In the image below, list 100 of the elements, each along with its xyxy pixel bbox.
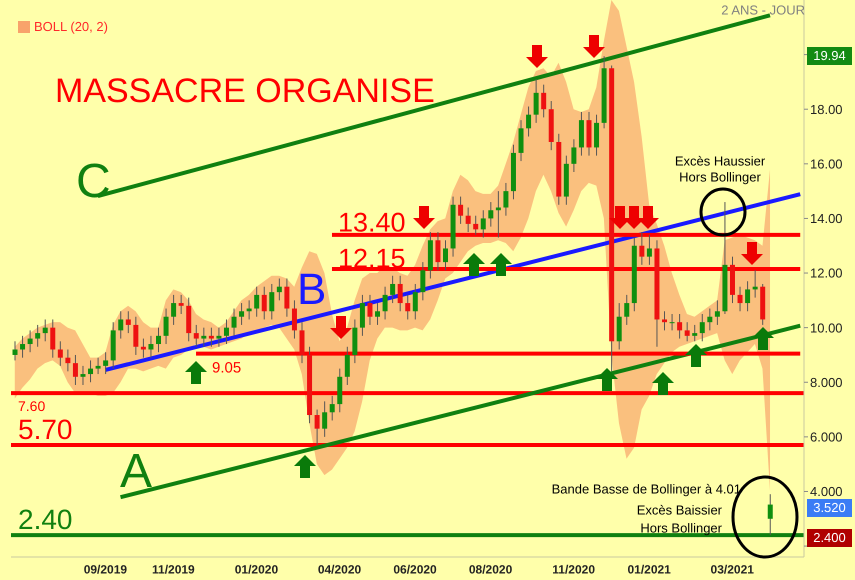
annotation: 2 ANS - JOUR xyxy=(721,2,805,18)
x-tick-label: 01/2021 xyxy=(627,562,672,577)
candlestick xyxy=(224,318,229,345)
candlestick xyxy=(420,262,426,301)
candlestick xyxy=(96,357,101,375)
candlestick xyxy=(480,210,486,238)
candlestick xyxy=(80,365,86,386)
candlestick xyxy=(473,215,478,236)
x-tick-label: 09/2019 xyxy=(84,562,128,577)
x-tick-label: 06/2020 xyxy=(393,562,438,577)
x-tick-label: 01/2020 xyxy=(234,562,278,577)
candlestick xyxy=(12,340,18,361)
x-tick-label: 04/2020 xyxy=(318,562,362,577)
candlestick xyxy=(65,348,70,372)
candlestick xyxy=(541,84,546,118)
candlestick xyxy=(707,308,712,331)
candlestick xyxy=(390,275,396,304)
candlestick xyxy=(28,330,33,353)
annotation: Excès Haussier xyxy=(674,154,766,168)
annotation: Hors Bollinger xyxy=(640,520,722,536)
candlestick xyxy=(398,275,403,312)
y-tick-label: 6.000 xyxy=(810,429,843,444)
candlestick xyxy=(35,324,40,348)
candlestick xyxy=(375,302,380,326)
candlestick xyxy=(276,278,282,301)
candlestick xyxy=(700,313,705,342)
candlestick xyxy=(254,286,260,318)
y-tick-label: 8.000 xyxy=(810,374,843,390)
annotation: Excès Baissier xyxy=(636,502,722,518)
text: 2.400 xyxy=(807,529,852,547)
candlestick xyxy=(126,310,131,334)
annotation: Hors Bollinger xyxy=(679,170,761,184)
x-tick-label: 08/2020 xyxy=(468,562,513,577)
candlestick xyxy=(344,346,350,386)
candlestick xyxy=(156,327,162,353)
candlestick xyxy=(639,232,644,266)
candlestick xyxy=(262,286,267,320)
candlestick xyxy=(201,327,206,348)
candlestick xyxy=(50,318,56,358)
candlestick xyxy=(412,283,418,320)
candlestick xyxy=(684,322,690,342)
candlestick xyxy=(178,294,184,314)
candlestick xyxy=(526,106,532,138)
text: 3.520 xyxy=(807,499,852,517)
candlestick xyxy=(118,310,124,340)
ref-line-label: 7.60 xyxy=(18,398,46,414)
candlestick xyxy=(269,283,274,320)
candlestick xyxy=(72,354,78,386)
candlestick xyxy=(232,308,237,336)
ref-line-label: 2.40 xyxy=(18,504,72,535)
candlestick xyxy=(714,300,720,326)
candlestick xyxy=(442,240,448,271)
y-tick-label: 16.00 xyxy=(810,156,843,172)
candlestick xyxy=(20,335,26,358)
x-tick-label: 11/2020 xyxy=(552,562,596,577)
annotation: 13.40 xyxy=(338,208,406,238)
candlestick xyxy=(496,190,501,238)
annotation: A xyxy=(120,445,152,498)
candlestick xyxy=(103,352,108,375)
y-tick-label: 12.00 xyxy=(810,266,843,281)
y-tick-label: 10.00 xyxy=(810,320,843,336)
candlestick xyxy=(738,286,743,312)
candlestick xyxy=(768,494,773,536)
candlestick xyxy=(239,302,244,326)
text: MASSACRE ORGANISE xyxy=(55,72,435,110)
candlestick xyxy=(745,280,750,312)
ref-line-label: 5.70 xyxy=(18,414,72,445)
candlestick xyxy=(367,294,372,326)
candlestick xyxy=(503,182,508,216)
candlestick xyxy=(216,327,222,348)
y-tick-label: 4.000 xyxy=(810,484,843,500)
candlestick xyxy=(164,308,169,345)
candlestick xyxy=(148,335,154,358)
candlestick xyxy=(330,395,335,421)
candlestick xyxy=(571,138,576,173)
candlestick xyxy=(246,300,252,320)
candlestick xyxy=(140,338,146,358)
x-tick-label: 03/2021 xyxy=(710,562,754,577)
annotation: 9.05 xyxy=(212,360,242,376)
candlestick xyxy=(58,340,63,366)
candlestick xyxy=(292,300,297,340)
candlestick xyxy=(692,324,698,342)
candlestick xyxy=(322,400,328,438)
candlestick xyxy=(382,286,388,320)
candlestick xyxy=(662,310,668,331)
candlestick xyxy=(677,313,682,340)
candlestick xyxy=(405,294,410,320)
candlestick xyxy=(314,409,320,446)
candlestick xyxy=(752,270,758,298)
y-tick-label: 18.00 xyxy=(810,102,843,117)
x-tick-label: 11/2019 xyxy=(152,562,196,577)
candlestick xyxy=(208,327,214,348)
candlestick xyxy=(488,202,494,228)
candlestick xyxy=(466,207,471,233)
legend-label: BOLL (20, 2) xyxy=(33,19,108,34)
candlestick xyxy=(284,278,290,318)
candlestick xyxy=(646,234,652,266)
candlestick xyxy=(133,316,138,356)
candlestick xyxy=(670,313,675,331)
y-tick-label: 14.00 xyxy=(810,211,843,226)
